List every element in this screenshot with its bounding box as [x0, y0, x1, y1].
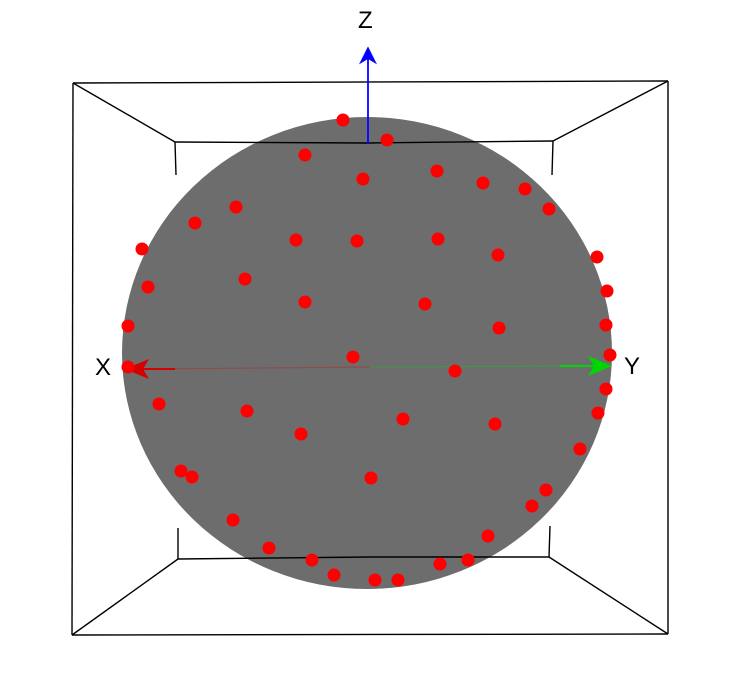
x-axis-label: X [95, 354, 111, 382]
scatter-point [175, 465, 188, 478]
scatter-point [492, 249, 505, 262]
scatter-point [604, 349, 617, 362]
points-layer [0, 0, 750, 681]
scatter-point [381, 134, 394, 147]
scatter-points [122, 114, 617, 587]
scatter-point [153, 398, 166, 411]
scatter-point [449, 365, 462, 378]
y-axis-label: Y [624, 353, 640, 381]
scatter-point [434, 558, 447, 571]
scatter-point [299, 296, 312, 309]
figure-canvas: Z Y X [0, 0, 750, 681]
scatter-point [347, 351, 360, 364]
scatter-point [574, 443, 587, 456]
scatter-point [328, 569, 341, 582]
scatter-point [432, 233, 445, 246]
scatter-point [241, 405, 254, 418]
scatter-point [600, 383, 613, 396]
scatter-point [142, 281, 155, 294]
scatter-point [306, 554, 319, 567]
scatter-point [227, 514, 240, 527]
scatter-point [540, 484, 553, 497]
scatter-point [263, 542, 276, 555]
scatter-point [189, 217, 202, 230]
scatter-point [601, 285, 614, 298]
scatter-point [230, 201, 243, 214]
scatter-point [136, 243, 149, 256]
scatter-point [365, 472, 378, 485]
scatter-point [397, 413, 410, 426]
scatter-point [357, 173, 370, 186]
scatter-point [369, 574, 382, 587]
scatter-point [186, 471, 199, 484]
scatter-point [392, 574, 405, 587]
scatter-point [122, 361, 135, 374]
scatter-point [482, 530, 495, 543]
scatter-point [351, 235, 364, 248]
scatter-point [122, 320, 135, 333]
scatter-point [337, 114, 350, 127]
scatter-point [299, 149, 312, 162]
scatter-point [295, 428, 308, 441]
scatter-point [600, 319, 613, 332]
scatter-point [431, 165, 444, 178]
scatter-point [239, 273, 252, 286]
scatter-point [543, 203, 556, 216]
scatter-point [526, 500, 539, 513]
scatter-point [592, 407, 605, 420]
scatter-point [489, 418, 502, 431]
scatter-point [591, 251, 604, 264]
scatter-point [419, 298, 432, 311]
scatter-point [462, 554, 475, 567]
scatter-point [290, 234, 303, 247]
scatter-point [519, 183, 532, 196]
z-axis-label: Z [358, 7, 373, 35]
scatter-point [477, 177, 490, 190]
scatter-point [493, 322, 506, 335]
